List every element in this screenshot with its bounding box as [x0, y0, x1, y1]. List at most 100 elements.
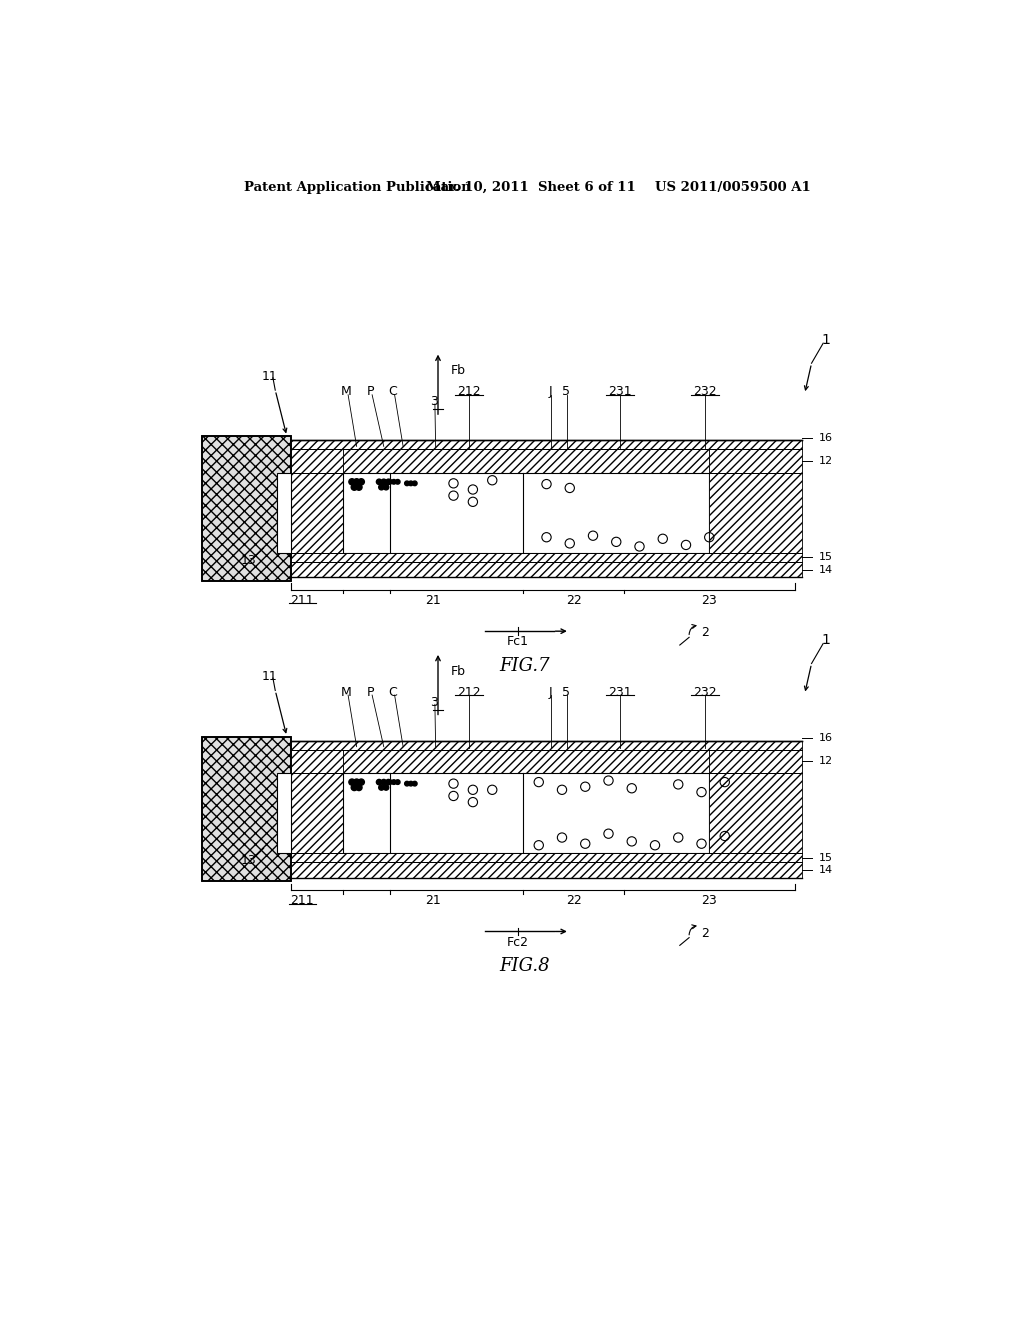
Circle shape	[356, 784, 362, 791]
Bar	[202, 437, 291, 581]
Text: J: J	[549, 685, 552, 698]
Text: 13: 13	[241, 554, 256, 566]
Circle shape	[353, 479, 359, 484]
Circle shape	[358, 779, 365, 785]
Bar	[291, 473, 343, 553]
Text: 3: 3	[430, 395, 438, 408]
Bar	[291, 862, 802, 878]
Circle shape	[383, 785, 389, 791]
Bar	[291, 741, 802, 750]
Text: 231: 231	[608, 685, 632, 698]
Text: 13: 13	[241, 854, 256, 867]
Circle shape	[386, 779, 391, 785]
Text: 5: 5	[562, 685, 570, 698]
Circle shape	[388, 479, 392, 484]
Bar	[343, 750, 710, 774]
Text: 5: 5	[562, 385, 570, 399]
Bar	[343, 774, 710, 853]
Bar	[291, 853, 802, 862]
Text: 212: 212	[457, 685, 481, 698]
Text: 2: 2	[701, 626, 710, 639]
Text: 22: 22	[565, 594, 582, 607]
Text: 15: 15	[819, 853, 834, 862]
Text: 16: 16	[819, 433, 834, 444]
Bar	[202, 437, 291, 581]
Circle shape	[383, 484, 389, 490]
Text: C: C	[389, 385, 397, 399]
Text: P: P	[367, 685, 375, 698]
Bar	[710, 774, 802, 853]
Bar	[343, 473, 710, 553]
Circle shape	[404, 781, 410, 785]
Text: Fb: Fb	[451, 665, 465, 677]
Text: 16: 16	[819, 733, 834, 743]
Text: 211: 211	[291, 894, 314, 907]
Bar	[291, 774, 343, 853]
Text: 21: 21	[426, 894, 441, 907]
Text: M: M	[341, 685, 352, 698]
Circle shape	[379, 484, 384, 490]
Text: 12: 12	[819, 756, 834, 767]
Bar	[710, 473, 802, 553]
Text: 2: 2	[701, 927, 710, 940]
Circle shape	[395, 479, 400, 484]
Circle shape	[404, 480, 410, 486]
Bar	[343, 450, 710, 473]
Text: 21: 21	[426, 594, 441, 607]
Circle shape	[413, 781, 417, 785]
Circle shape	[349, 479, 355, 484]
Circle shape	[377, 479, 382, 484]
Circle shape	[386, 479, 391, 484]
Bar	[291, 562, 802, 577]
Bar	[202, 737, 291, 882]
Bar	[291, 450, 343, 473]
Text: Fc2: Fc2	[507, 936, 528, 949]
Text: 1: 1	[821, 634, 829, 647]
Bar	[276, 774, 291, 853]
Text: 212: 212	[457, 385, 481, 399]
Circle shape	[409, 480, 414, 486]
Bar	[291, 553, 802, 562]
Circle shape	[391, 479, 396, 484]
Text: 231: 231	[608, 385, 632, 399]
Circle shape	[377, 779, 382, 785]
Text: FIG.7: FIG.7	[500, 657, 550, 675]
Text: 1: 1	[821, 333, 829, 347]
Text: US 2011/0059500 A1: US 2011/0059500 A1	[655, 181, 811, 194]
Bar	[710, 750, 802, 774]
Circle shape	[351, 484, 357, 490]
Text: 3: 3	[430, 696, 438, 709]
Text: 232: 232	[693, 385, 717, 399]
Circle shape	[391, 780, 396, 784]
Bar	[276, 473, 291, 553]
Text: 211: 211	[291, 594, 314, 607]
Bar	[291, 441, 802, 449]
Circle shape	[358, 479, 365, 484]
Text: 22: 22	[565, 894, 582, 907]
Circle shape	[349, 779, 355, 785]
Circle shape	[381, 779, 386, 785]
Text: Mar. 10, 2011  Sheet 6 of 11: Mar. 10, 2011 Sheet 6 of 11	[426, 181, 636, 194]
Bar	[291, 750, 343, 774]
Bar	[710, 450, 802, 473]
Circle shape	[409, 781, 414, 785]
Circle shape	[381, 479, 386, 484]
Circle shape	[413, 480, 417, 486]
Text: P: P	[367, 385, 375, 399]
Text: 11: 11	[261, 370, 276, 383]
Circle shape	[379, 785, 384, 791]
Bar	[202, 737, 291, 882]
Text: 23: 23	[701, 594, 717, 607]
Circle shape	[353, 779, 359, 785]
Circle shape	[356, 484, 362, 490]
Text: Patent Application Publication: Patent Application Publication	[245, 181, 471, 194]
Text: Fc1: Fc1	[507, 635, 528, 648]
Circle shape	[388, 780, 392, 784]
Text: 23: 23	[701, 894, 717, 907]
Circle shape	[351, 784, 357, 791]
Text: 15: 15	[819, 552, 834, 562]
Text: C: C	[389, 685, 397, 698]
Text: 11: 11	[261, 671, 276, 684]
Text: Fb: Fb	[451, 364, 465, 378]
Text: 14: 14	[819, 565, 834, 574]
